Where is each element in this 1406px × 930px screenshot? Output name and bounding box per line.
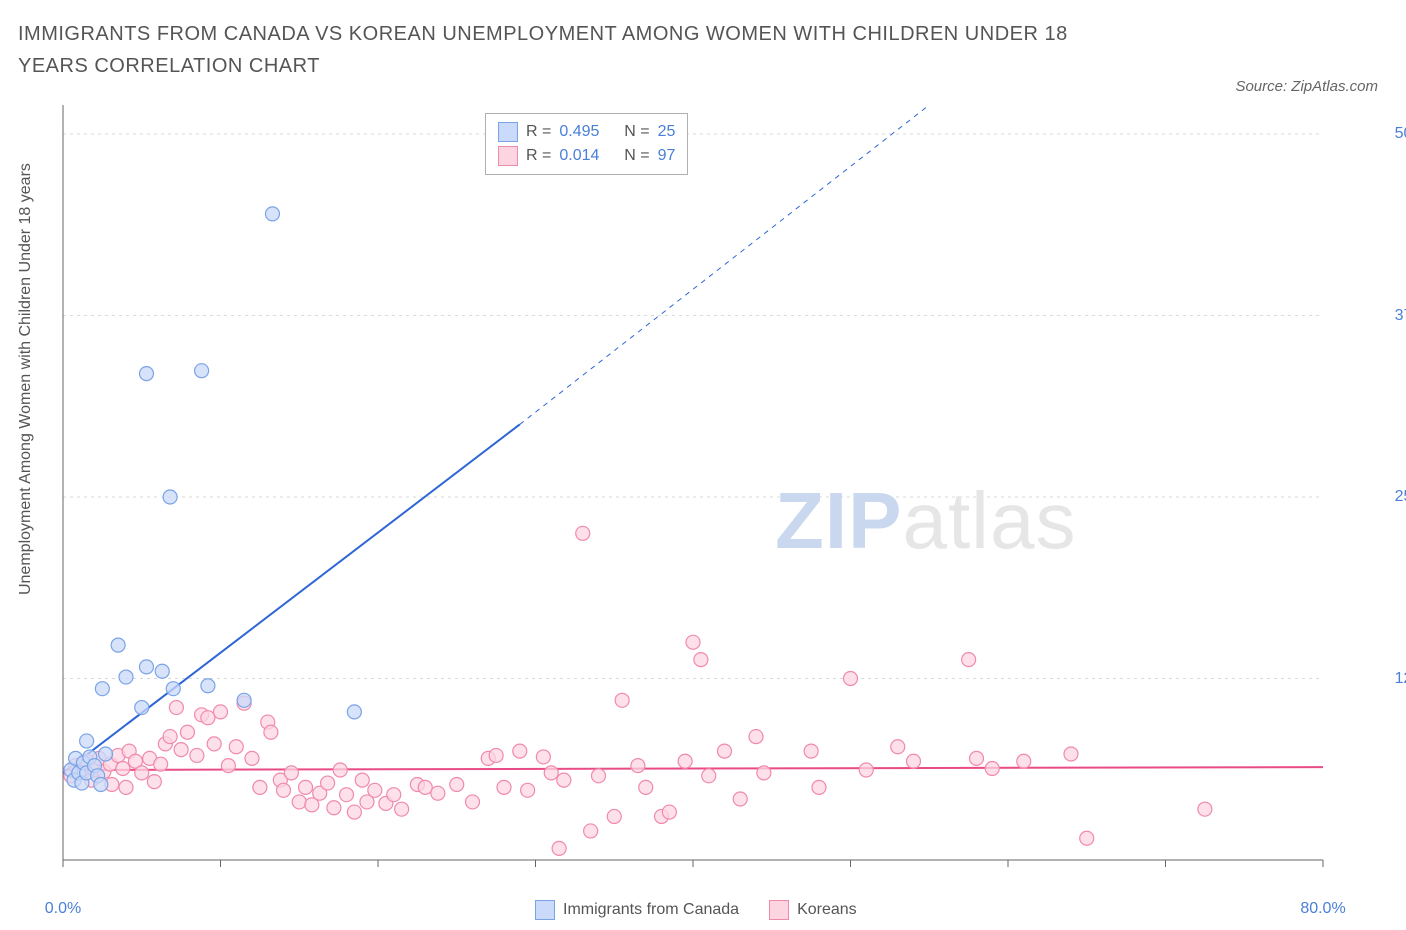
legend-n-value: 25 <box>658 120 676 144</box>
legend-n-label: N = <box>624 120 649 144</box>
legend-swatch <box>535 900 555 920</box>
legend-swatch <box>498 122 518 142</box>
legend-correlation-row: R = 0.495 N = 25 <box>498 120 675 144</box>
legend-correlation-row: R = 0.014 N = 97 <box>498 144 675 168</box>
legend-r-value: 0.495 <box>559 120 599 144</box>
correlation-legend: R = 0.495 N = 25 R = 0.014 N = 97 <box>485 113 688 175</box>
source-attribution: Source: ZipAtlas.com <box>1235 78 1378 95</box>
y-tick-label: 12.5% <box>1395 670 1406 688</box>
legend-series-name: Immigrants from Canada <box>563 901 739 919</box>
x-tick-label: 80.0% <box>1300 900 1345 918</box>
legend-r-label: R = <box>526 120 551 144</box>
legend-n-value: 97 <box>658 144 676 168</box>
legend-swatch <box>498 146 518 166</box>
legend-n-label: N = <box>624 144 649 168</box>
legend-series-row: Immigrants from Canada <box>535 900 739 920</box>
legend-r-value: 0.014 <box>559 144 599 168</box>
legend-r-label: R = <box>526 144 551 168</box>
y-tick-label: 37.5% <box>1395 307 1406 325</box>
chart-area: Unemployment Among Women with Children U… <box>55 105 1385 890</box>
legend-swatch <box>769 900 789 920</box>
y-tick-label: 50.0% <box>1395 125 1406 143</box>
series-legend: Immigrants from Canada Koreans <box>535 900 857 920</box>
y-tick-label: 25.0% <box>1395 488 1406 506</box>
y-axis-label: Unemployment Among Women with Children U… <box>17 163 35 595</box>
chart-title: IMMIGRANTS FROM CANADA VS KOREAN UNEMPLO… <box>18 18 1138 82</box>
legend-series-row: Koreans <box>769 900 857 920</box>
scatter-plot-svg <box>55 105 1385 890</box>
x-tick-label: 0.0% <box>45 900 81 918</box>
legend-series-name: Koreans <box>797 901 857 919</box>
